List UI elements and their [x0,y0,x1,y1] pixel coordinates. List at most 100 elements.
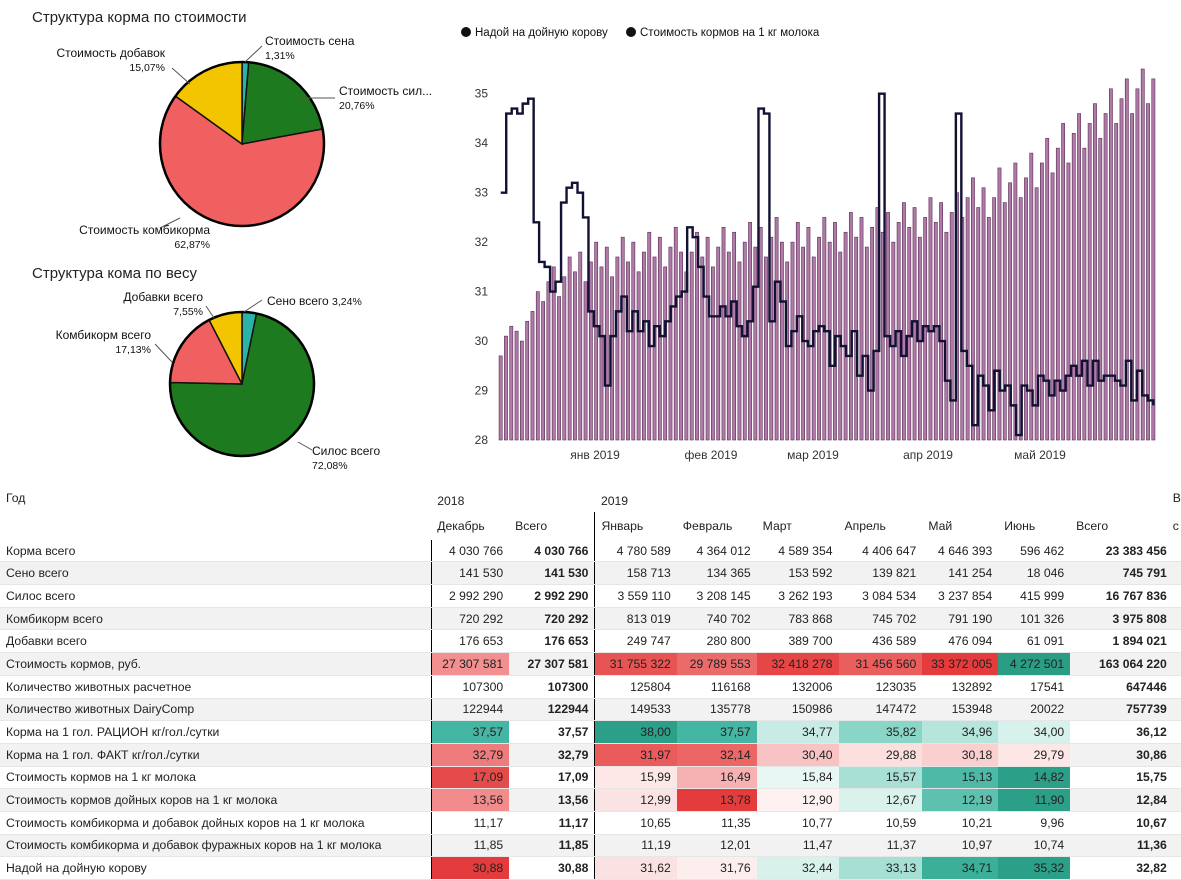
yield-bar-93[interactable] [992,197,997,441]
yield-bar-29[interactable] [652,256,657,441]
yield-bar-96[interactable] [1008,182,1012,441]
table-row[interactable]: Корма на 1 гол. РАЦИОН кг/гол./сутки 37,5… [0,720,1181,744]
yield-bar-120[interactable] [1135,88,1140,441]
yield-bar-13[interactable] [567,256,572,441]
table-row[interactable]: Силос всего 2 992 290 2 992 290 3 559 110 3 … [0,584,1181,608]
yield-bar-116[interactable] [1114,123,1119,441]
yield-bar-19[interactable] [599,266,604,441]
table-row[interactable]: Стоимость кормов дойных коров на 1 кг мо… [0,788,1181,812]
yield-bar-83[interactable] [939,202,943,441]
yield-bar-7[interactable] [535,291,540,441]
year-2019[interactable]: 2019 [600,493,629,508]
yield-bar-40[interactable] [711,266,715,441]
yield-bar-88[interactable] [965,197,970,441]
yield-bar-0[interactable] [498,355,503,441]
yield-bar-115[interactable] [1109,88,1113,441]
table-row[interactable]: Надой на дойную корову 30,88 30,88 31,62 31,… [0,856,1181,880]
yield-bar-34[interactable] [679,251,683,441]
yield-bar-38[interactable] [700,256,705,441]
col-header-2[interactable]: Январь [594,511,677,540]
yield-bar-70[interactable] [870,226,874,441]
yield-bar-44[interactable] [732,231,737,441]
yield-bar-43[interactable] [726,251,731,441]
table-row[interactable]: Корма всего 4 030 766 4 030 766 4 780 589 4 … [0,539,1181,563]
yield-bar-30[interactable] [657,236,662,441]
yield-bar-18[interactable] [594,241,599,441]
col-header-5[interactable]: Апрель [844,518,886,533]
yield-bar-101[interactable] [1034,187,1039,441]
yield-bar-50[interactable] [764,256,768,441]
col-header-4[interactable]: Март [762,518,792,533]
yield-bar-53[interactable] [780,241,784,441]
yield-bar-66[interactable] [848,212,853,441]
milk-yield-cost-chart[interactable]: Надой на дойную корову Стоимость кормов … [455,14,1175,484]
col-header-8[interactable]: Всего [1076,518,1109,533]
yield-bar-8[interactable] [541,301,545,441]
yield-bar-105[interactable] [1055,147,1060,441]
table-row[interactable]: Количество животных расчетное 107300 10730… [0,675,1181,699]
yield-bar-112[interactable] [1093,103,1097,441]
table-row[interactable]: Комбикорм всего 720 292 720 292 813 019 740 … [0,607,1181,631]
yield-bar-117[interactable] [1119,98,1124,441]
yield-bar-24[interactable] [626,261,630,441]
yield-bar-65[interactable] [843,231,848,441]
yield-bar-98[interactable] [1018,197,1023,441]
yield-bar-103[interactable] [1045,137,1050,441]
table-row[interactable]: Стоимость кормов на 1 кг молока 17,09 17,0… [0,766,1181,790]
yield-bar-12[interactable] [562,276,567,441]
yield-bar-36[interactable] [689,251,694,441]
yield-bar-22[interactable] [615,256,620,441]
yield-bar-60[interactable] [817,236,821,441]
col-header-6[interactable]: Май [928,518,953,533]
yield-bar-73[interactable] [886,212,890,441]
yield-bar-92[interactable] [986,217,991,441]
table-row[interactable]: Корма на 1 гол. ФАКТ кг/гол./сутки 32,79 3… [0,743,1181,767]
yield-bar-118[interactable] [1124,78,1129,441]
yield-bar-52[interactable] [774,217,779,441]
table-row[interactable]: Стоимость комбикорма и добавок фуражных … [0,834,1181,858]
yield-bar-107[interactable] [1066,162,1071,441]
yield-bar-49[interactable] [758,226,763,441]
yield-bar-6[interactable] [530,311,535,441]
yield-bar-84[interactable] [944,231,949,441]
yield-bar-15[interactable] [578,251,583,441]
table-row[interactable]: Сено всего 141 530 141 530 158 713 134 365 15… [0,561,1181,586]
yield-bar-32[interactable] [668,246,673,441]
yield-bar-106[interactable] [1061,123,1066,441]
yield-bar-39[interactable] [705,236,710,441]
table-row[interactable]: Стоимость комбикорма и добавок дойных ко… [0,811,1181,835]
yield-bar-81[interactable] [928,197,933,441]
yield-bar-57[interactable] [801,246,806,441]
yield-bar-17[interactable] [588,261,593,441]
yield-bar-63[interactable] [833,222,837,441]
yield-bar-27[interactable] [642,251,646,441]
yield-bar-68[interactable] [859,217,864,441]
yield-bar-104[interactable] [1050,172,1055,441]
yield-bar-123[interactable] [1151,78,1156,441]
yield-bar-121[interactable] [1140,68,1145,441]
yield-bar-31[interactable] [663,266,668,441]
pie-weight-chart[interactable] [0,282,440,482]
col-header-3[interactable]: Февраль [682,518,733,533]
yield-bar-10[interactable] [551,266,556,441]
yield-bar-110[interactable] [1082,147,1087,441]
yield-bar-47[interactable] [748,222,752,441]
yield-bar-2[interactable] [509,325,514,441]
yield-bar-90[interactable] [976,207,981,441]
yield-bar-113[interactable] [1098,137,1103,441]
yield-bar-122[interactable] [1146,103,1150,441]
yield-bar-109[interactable] [1077,113,1081,441]
yield-bar-46[interactable] [742,241,747,441]
col-header-1[interactable]: Всего [515,518,548,533]
yield-bar-97[interactable] [1013,162,1018,441]
yield-bar-100[interactable] [1029,152,1034,441]
yield-bar-119[interactable] [1130,113,1135,441]
yield-bar-42[interactable] [721,226,726,441]
yield-bar-11[interactable] [557,296,561,441]
yield-bar-25[interactable] [631,241,636,441]
yield-bar-35[interactable] [684,271,689,441]
yield-bar-69[interactable] [864,246,869,441]
yield-bar-78[interactable] [912,207,917,441]
yield-bar-111[interactable] [1087,123,1092,441]
pie-cost-chart[interactable] [0,28,440,288]
